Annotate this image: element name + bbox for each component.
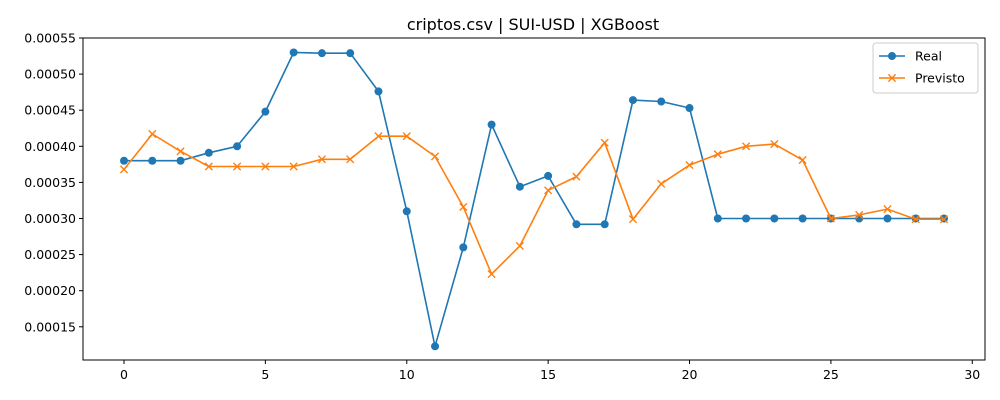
- data-point-real: [402, 207, 411, 216]
- plot-area: [119, 48, 949, 351]
- data-point-real: [204, 148, 213, 157]
- chart-title: criptos.csv | SUI-USD | XGBoost: [407, 15, 659, 34]
- data-point-real: [798, 214, 807, 223]
- data-point-real: [431, 342, 440, 351]
- x-tick-label: 25: [823, 367, 839, 382]
- series-line-previsto: [123, 133, 944, 275]
- data-point-real: [374, 87, 383, 96]
- data-point-previsto: [119, 165, 129, 174]
- data-point-previsto: [939, 215, 949, 224]
- y-tick-label: 0.00045: [24, 103, 76, 118]
- y-tick-label: 0.00050: [24, 67, 76, 82]
- data-point-previsto: [826, 214, 835, 223]
- data-point-real: [628, 96, 637, 105]
- data-point-real: [600, 220, 609, 229]
- data-point-previsto: [883, 205, 892, 214]
- axes-frame: [82, 37, 986, 361]
- x-axis: 0 5 10 15 20 25 30: [120, 360, 980, 382]
- x-tick-label: 5: [261, 367, 269, 382]
- data-point-previsto: [176, 147, 185, 156]
- data-point-previsto: [600, 138, 609, 147]
- data-point-real: [544, 171, 553, 180]
- data-point-previsto: [741, 142, 751, 151]
- data-point-previsto: [346, 155, 355, 164]
- y-tick-label: 0.00035: [24, 175, 76, 190]
- series-line-real: [124, 51, 944, 348]
- data-point-previsto: [487, 269, 496, 279]
- legend: Real Previsto: [872, 42, 979, 94]
- data-point-real: [657, 97, 666, 106]
- data-point-real: [261, 107, 270, 116]
- data-point-previsto: [798, 155, 807, 165]
- data-point-previsto: [233, 162, 242, 171]
- data-point-real: [289, 48, 298, 57]
- data-point-real: [742, 214, 751, 223]
- data-point-real: [120, 156, 128, 165]
- data-point-previsto: [317, 155, 327, 164]
- data-point-previsto: [261, 162, 270, 171]
- x-tick-label: 30: [964, 367, 980, 382]
- data-point-real: [176, 156, 185, 165]
- y-tick-label: 0.00030: [24, 211, 76, 226]
- data-point-real: [685, 104, 694, 113]
- legend-item-real: Real: [879, 49, 942, 64]
- data-point-real: [346, 49, 355, 58]
- data-point-real: [713, 214, 722, 223]
- data-point-real: [148, 156, 157, 165]
- x-tick-label: 0: [120, 367, 128, 382]
- data-point-previsto: [770, 140, 779, 149]
- data-point-real: [883, 214, 892, 223]
- data-point-previsto: [374, 132, 383, 141]
- data-point-real: [487, 120, 496, 129]
- y-tick-label: 0.00025: [24, 247, 76, 262]
- data-point-previsto: [430, 152, 440, 161]
- y-axis: 0.00015 0.00020 0.00025 0.00030 0.00035 0.000…: [24, 31, 83, 334]
- legend-marker-real: [888, 52, 896, 60]
- data-point-real: [317, 49, 326, 58]
- y-tick-label: 0.00040: [24, 139, 76, 154]
- y-tick-label: 0.00055: [24, 31, 76, 46]
- legend-item-previsto: Previsto: [879, 71, 965, 86]
- data-point-previsto: [148, 129, 157, 139]
- y-tick-label: 0.00020: [24, 283, 76, 298]
- legend-label-real: Real: [915, 49, 942, 64]
- data-point-previsto: [572, 172, 581, 181]
- x-tick-label: 15: [540, 367, 556, 382]
- data-point-previsto: [657, 179, 666, 188]
- data-point-previsto: [855, 210, 864, 219]
- data-point-previsto: [459, 202, 468, 212]
- x-tick-label: 20: [682, 367, 698, 382]
- data-point-previsto: [628, 215, 638, 224]
- data-point-previsto: [685, 160, 694, 170]
- data-point-previsto: [713, 150, 722, 159]
- data-point-previsto: [911, 215, 920, 224]
- data-point-previsto: [544, 186, 553, 195]
- data-point-previsto: [204, 162, 213, 171]
- data-point-previsto: [515, 241, 524, 251]
- data-point-real: [233, 142, 242, 151]
- series-real: [120, 48, 948, 351]
- y-tick-label: 0.00015: [24, 319, 76, 334]
- legend-marker-previsto: [887, 73, 897, 83]
- x-tick-label: 10: [399, 367, 415, 382]
- data-point-real: [572, 220, 581, 229]
- data-point-real: [459, 243, 468, 252]
- data-point-real: [515, 182, 524, 191]
- data-point-real: [770, 214, 779, 223]
- data-point-previsto: [402, 132, 411, 141]
- legend-label-previsto: Previsto: [915, 71, 965, 86]
- data-point-previsto: [289, 162, 298, 171]
- series-previsto: [119, 129, 949, 279]
